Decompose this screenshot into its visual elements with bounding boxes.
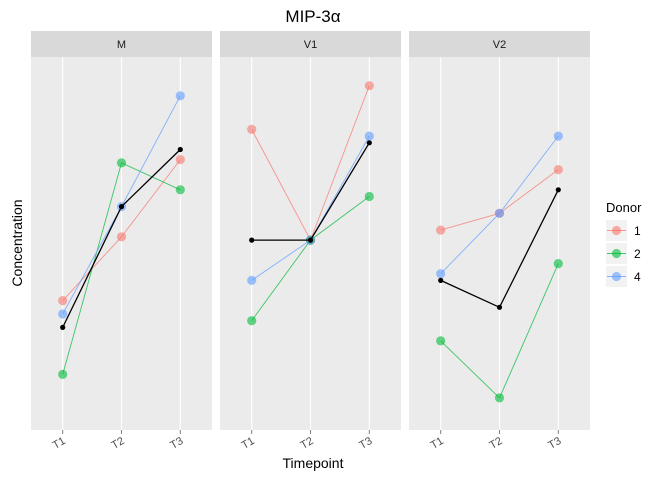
- x-tick-label-v1-t2: T2: [298, 435, 315, 452]
- legend: Donor 1 2 4: [606, 200, 642, 287]
- facet-strip-label-v2: V2: [493, 39, 506, 51]
- x-tick-label-v2-t2: T2: [487, 435, 504, 452]
- data-point-m-black-t2: [118, 204, 125, 210]
- data-point-m-donor-2-t3: [175, 185, 185, 195]
- data-point-v1-black-t1: [249, 237, 255, 243]
- data-point-m-donor-1-t1: [58, 296, 68, 306]
- legend-key-point-4: [611, 271, 622, 282]
- legend-label-2: 2: [634, 247, 641, 261]
- data-point-v1-donor-4-t1: [247, 275, 257, 285]
- data-point-v2-black-t1: [438, 277, 444, 283]
- x-axis-title: Timepoint: [283, 455, 344, 471]
- facet-panel-v2: V2 T1 T2 T3: [409, 31, 590, 452]
- x-tick-label-v1-t3: T3: [357, 435, 374, 452]
- data-point-v1-donor-2-t1: [247, 316, 257, 326]
- legend-key-point-2: [611, 248, 622, 259]
- data-point-v1-donor-1-t1: [247, 124, 257, 134]
- legend-title: Donor: [606, 200, 642, 215]
- chart-title: MIP-3α: [285, 7, 340, 26]
- data-point-m-donor-1-t3: [175, 155, 185, 165]
- data-point-v2-black-t3: [555, 187, 561, 193]
- x-tick-label-m-t2: T2: [109, 435, 126, 452]
- x-tick-label-m-t1: T1: [51, 435, 68, 452]
- x-tick-label-m-t3: T3: [168, 435, 185, 452]
- data-point-v2-donor-2-t2: [494, 393, 505, 403]
- data-point-m-donor-4-t3: [175, 91, 185, 101]
- data-point-m-donor-2-t1: [58, 369, 68, 379]
- data-point-v2-donor-1-t1: [436, 225, 446, 235]
- x-tick-label-v1-t1: T1: [240, 435, 257, 452]
- data-point-v1-black-t3: [366, 140, 372, 146]
- facet-panel-m: M T1 T2 T3: [31, 31, 212, 452]
- data-point-v2-donor-1-t3: [553, 165, 563, 175]
- data-point-v2-donor-2-t3: [553, 259, 563, 269]
- data-point-m-black-t3: [177, 146, 183, 153]
- data-point-m-donor-4-t1: [58, 309, 68, 319]
- legend-keys: 1 2 4: [606, 220, 641, 287]
- facet-strip-label-v1: V1: [304, 39, 317, 51]
- data-point-v2-donor-2-t1: [436, 336, 446, 346]
- data-point-v1-donor-1-t3: [364, 81, 374, 91]
- data-point-v2-donor-4-t3: [553, 131, 563, 141]
- facet-panel-v1: V1 T1 T2 T3: [220, 31, 401, 452]
- x-tick-label-v2-t3: T3: [546, 435, 563, 452]
- facet-panels: M T1 T2 T3 V1 T1 T2 T3 V2 T1 T2 T3: [31, 31, 590, 452]
- data-point-v1-donor-4-t3: [364, 131, 374, 141]
- facet-strip-v1: [220, 31, 401, 57]
- data-point-m-donor-1-t2: [116, 232, 127, 242]
- data-point-m-black-t1: [60, 324, 66, 330]
- data-point-v2-donor-4-t2: [494, 208, 505, 218]
- legend-label-1: 1: [634, 224, 641, 238]
- x-tick-label-v2-t1: T1: [429, 435, 446, 452]
- y-axis-title: Concentration: [9, 199, 25, 286]
- facet-strip-m: [31, 31, 212, 57]
- data-point-v2-donor-4-t1: [436, 269, 446, 279]
- data-point-m-donor-2-t2: [116, 158, 127, 168]
- data-point-v1-donor-2-t3: [364, 191, 374, 202]
- data-point-v1-black-t2: [307, 237, 314, 243]
- facet-strip-v2: [409, 31, 590, 57]
- data-point-v2-black-t2: [496, 304, 503, 310]
- legend-key-point-1: [611, 225, 622, 236]
- legend-label-4: 4: [634, 270, 641, 284]
- facet-strip-label-m: M: [117, 39, 126, 51]
